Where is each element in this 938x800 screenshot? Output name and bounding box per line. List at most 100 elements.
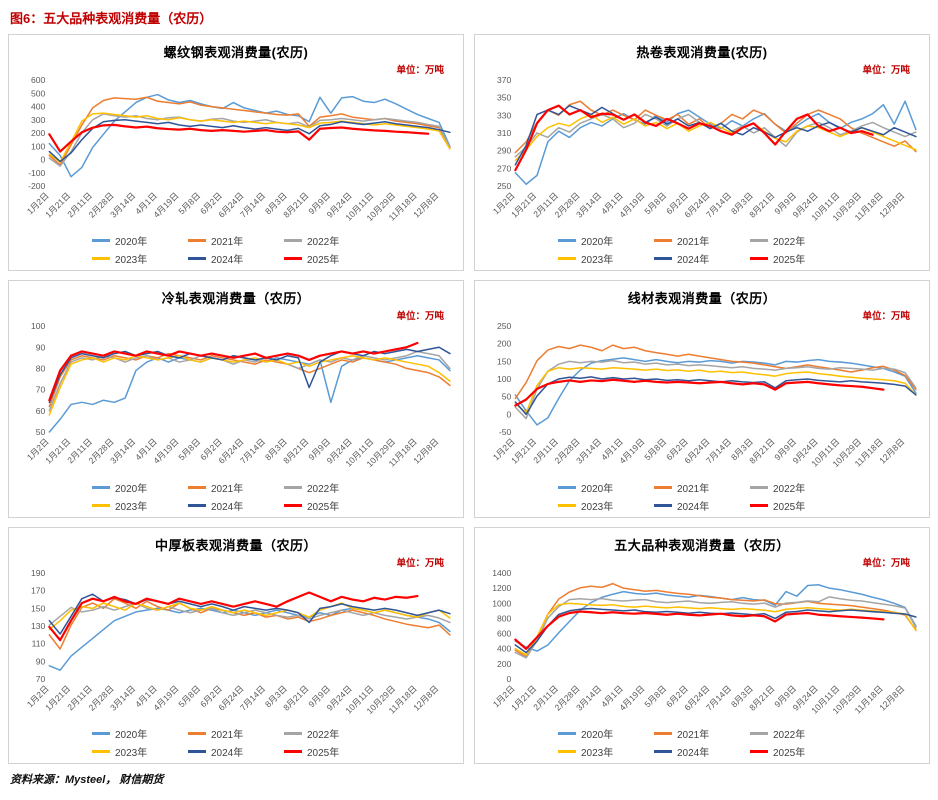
series-line [48,342,419,402]
legend-label: 2024年 [677,748,710,760]
legend-item: 2020年 [558,480,654,495]
y-tick-label: 1200 [492,583,511,593]
legend-label: 2023年 [115,748,148,760]
series-line [48,355,451,434]
legend-marker-icon [750,257,768,261]
y-tick-label: 60 [36,406,46,416]
legend-label: 2024年 [677,255,710,267]
chart-legend: 2020年 2021年 2022年 2023年 2024年 2025年 [83,480,389,513]
legend-label: 2024年 [677,501,710,513]
chart-legend: 2020年 2021年 2022年 2023年 2024年 2025年 [549,480,855,513]
series-line [514,104,874,172]
y-tick-label: 400 [497,644,512,654]
y-tick-label: 370 [497,75,512,85]
y-tick-label: 90 [36,343,46,353]
y-tick-label: 300 [31,115,46,125]
legend-item: 2024年 [188,251,284,266]
series-line [514,100,917,186]
series-line [514,360,917,420]
series-line [514,595,917,659]
legend-marker-icon [750,485,768,489]
legend-label: 2020年 [581,237,614,249]
legend-marker-icon [558,750,576,754]
legend-item: 2025年 [284,744,380,759]
legend-label: 2022年 [307,730,340,742]
source-note: 资料来源：Mysteel， 财信期货 [10,774,164,787]
legend-item: 2021年 [654,726,750,741]
legend-item: 2020年 [558,726,654,741]
y-tick-label: 500 [31,88,46,98]
y-tick-label: 150 [31,603,46,613]
legend-label: 2024年 [211,255,244,267]
chart-legend: 2020年 2021年 2022年 2023年 2024年 2025年 [549,233,855,266]
legend-marker-icon [284,503,302,507]
y-tick-label: 400 [31,102,46,112]
legend-marker-icon [284,732,302,736]
y-tick-label: 170 [31,586,46,596]
legend-item: 2021年 [188,233,284,248]
legend-marker-icon [188,750,206,754]
chart-panel-cold-rolled: 冷轧表观消费量（农历） 单位：万吨 50 60 70 80 90 100 1月2日 1月21日… [8,280,464,518]
legend-label: 2021年 [677,730,710,742]
legend-label: 2025年 [773,255,806,267]
legend-label: 2024年 [211,501,244,513]
legend-label: 2021年 [211,730,244,742]
legend-label: 2020年 [581,730,614,742]
chart-title: 热卷表观消费量(农历) [636,45,768,60]
series-line [48,93,451,178]
legend-item: 2025年 [750,744,846,759]
chart-panel-wire-rod: 线材表观消费量（农历） 单位：万吨 -50 0 50 100 150 200 250 1月2日… [474,280,930,518]
y-tick-label: 1400 [492,568,511,578]
y-tick-label: -50 [499,427,512,437]
chart-title: 中厚板表观消费量（农历） [154,537,317,553]
legend-label: 2020年 [115,237,148,249]
legend-marker-icon [92,485,110,489]
legend-marker-icon [654,750,672,754]
y-tick-label: 800 [497,613,512,623]
legend-item: 2022年 [284,233,380,248]
y-tick-label: 0 [41,155,46,165]
legend-label: 2025年 [307,501,340,513]
unit-label: 单位：万吨 [862,557,910,569]
chart-panel-medium-plate: 中厚板表观消费量（农历） 单位：万吨 70 90 110 130 150 170 190 1月… [8,526,464,765]
chart-legend: 2020年 2021年 2022年 2023年 2024年 2025年 [83,233,389,266]
legend-marker-icon [654,257,672,261]
y-tick-label: 350 [497,93,512,103]
legend-marker-icon [188,485,206,489]
chart-title: 五大品种表观消费量（农历） [614,537,790,553]
series-line [48,591,419,642]
legend-label: 2021年 [677,237,710,249]
chart-panel-rebar: 螺纹钢表观消费量(农历) 单位：万吨 -200 -100 0 100 200 300 400… [8,34,464,272]
legend-label: 2020年 [115,730,148,742]
legend-item: 2023年 [92,498,188,513]
unit-label: 单位：万吨 [396,311,444,323]
legend-label: 2022年 [773,483,806,495]
legend-item: 2022年 [284,726,380,741]
y-tick-label: 50 [502,392,512,402]
y-tick-label: 1000 [492,598,511,608]
legend-marker-icon [284,485,302,489]
legend-marker-icon [558,503,576,507]
y-tick-label: 190 [31,568,46,578]
legend-marker-icon [750,239,768,243]
legend-item: 2021年 [654,480,750,495]
chart-legend: 2020年 2021年 2022年 2023年 2024年 2025年 [83,726,389,759]
legend-marker-icon [558,732,576,736]
line-chart: 50607080901001月2日1月21日2月11日2月28日3月14日4月1… [25,321,451,469]
x-tick-label: 5月8日 [176,437,202,463]
y-tick-label: 50 [36,427,46,437]
legend-label: 2023年 [581,748,614,760]
unit-label: 单位：万吨 [862,65,910,76]
legend-item: 2020年 [92,726,188,741]
legend-label: 2023年 [581,255,614,267]
series-line [48,112,451,163]
legend-item: 2025年 [284,498,380,513]
line-chart: 70901101301501701901月2日1月21日2月11日2月28日3月… [25,568,451,716]
legend-marker-icon [750,503,768,507]
legend-marker-icon [558,485,576,489]
legend-item: 2023年 [558,744,654,759]
legend-label: 2025年 [307,255,340,267]
y-tick-label: 250 [497,181,512,191]
legend-marker-icon [654,732,672,736]
legend-item: 2024年 [654,498,750,513]
